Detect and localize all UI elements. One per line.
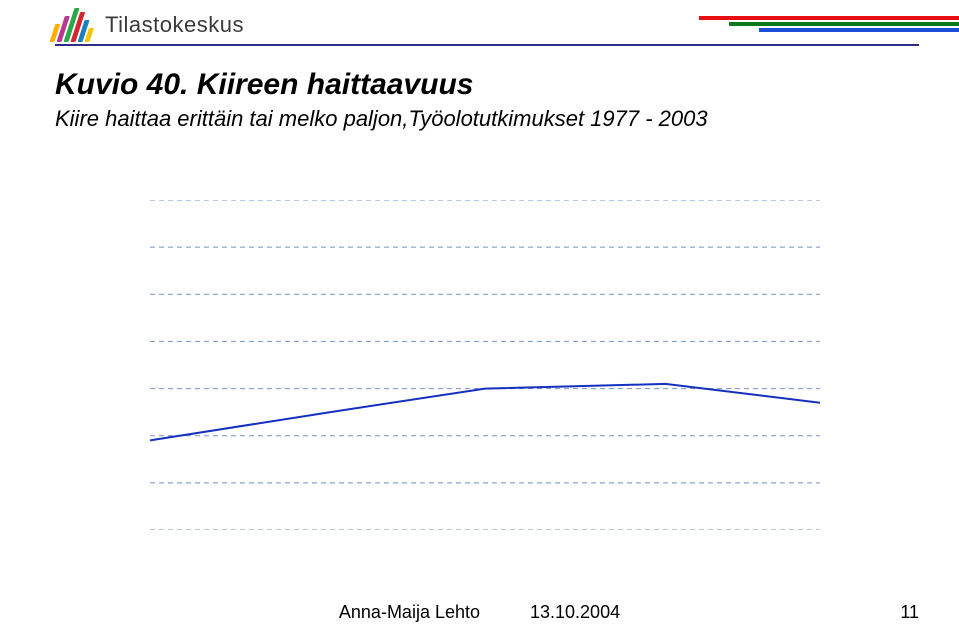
footer: Anna-Maija Lehto 13.10.2004 11 [0,602,959,623]
header-underline [55,44,919,46]
chart-series-line [150,384,820,441]
chart [150,200,820,530]
footer-date: 13.10.2004 [530,602,620,623]
chart-gridlines [150,200,820,530]
footer-page: 11 [900,602,919,623]
chart-title: Kuvio 40. Kiireen haittaavuus [55,68,919,102]
chart-subtitle: Kiire haittaa erittäin tai melko paljon,… [55,106,919,132]
chart-svg [150,200,820,530]
logo-bars-icon [49,8,100,42]
footer-author: Anna-Maija Lehto [339,602,480,623]
title-block: Kuvio 40. Kiireen haittaavuus Kiire hait… [55,68,919,132]
header: Tilastokeskus [55,8,244,42]
logo-text: Tilastokeskus [105,12,244,38]
